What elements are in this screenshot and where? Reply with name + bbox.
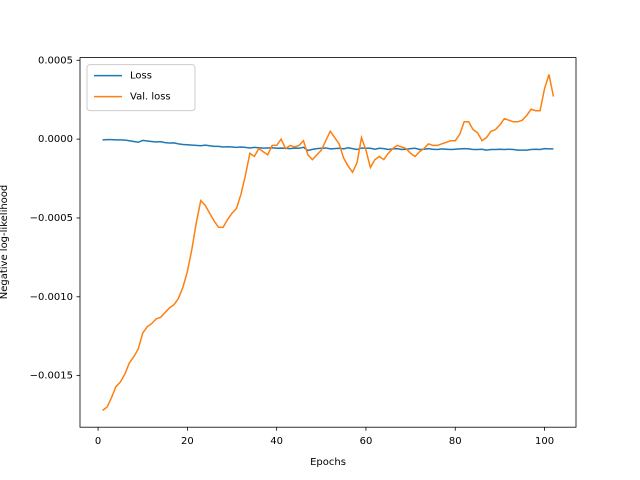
legend-label: Val. loss <box>130 92 171 103</box>
series-line <box>102 138 554 152</box>
x-tick-label: 0 <box>95 436 101 447</box>
x-tick-label: 40 <box>270 436 283 447</box>
y-tick-label: −0.0015 <box>30 371 73 382</box>
x-tick-label: 80 <box>449 436 462 447</box>
series-line <box>102 74 555 411</box>
y-tick-label: 0.0005 <box>38 55 73 66</box>
x-axis-label: Epochs <box>310 457 346 468</box>
x-tick-label: 60 <box>360 436 373 447</box>
x-tick-label: 20 <box>181 436 194 447</box>
y-axis-label: Negative log-likelihood <box>0 185 10 300</box>
legend-label: Loss <box>130 71 152 82</box>
y-tick-label: −0.0010 <box>30 292 73 303</box>
y-tick-label: −0.0005 <box>30 213 73 224</box>
axes-frame <box>79 57 577 428</box>
x-tick-label: 100 <box>535 436 554 447</box>
y-tick-label: 0.0000 <box>38 134 73 145</box>
